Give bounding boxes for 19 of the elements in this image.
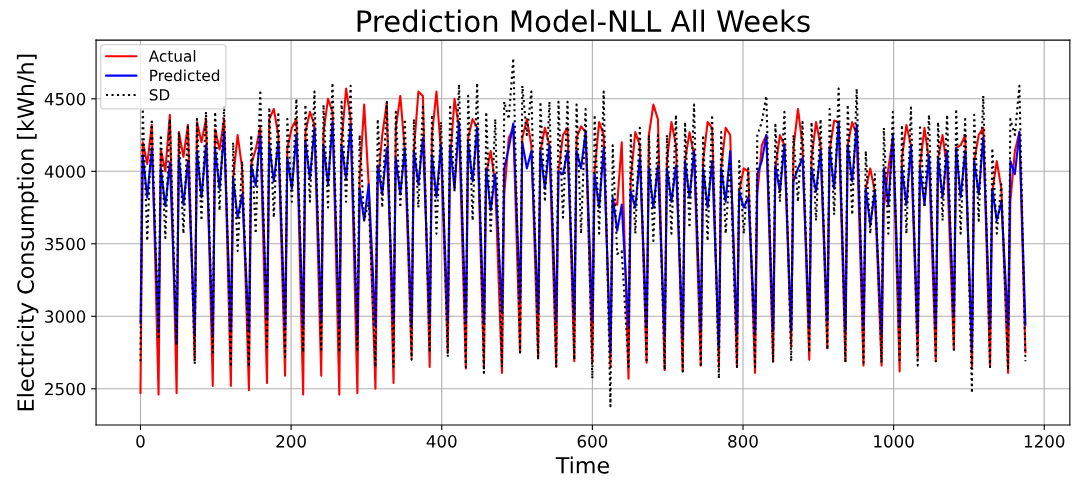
y-tick-label: 2500 <box>45 382 86 396</box>
line-series <box>139 120 1027 354</box>
x-tick-label: 600 <box>577 435 608 448</box>
x-tick-label: 400 <box>426 435 457 448</box>
y-tick-label: 3500 <box>45 237 86 251</box>
x-tick-label: 800 <box>728 435 758 448</box>
x-tick-label: 1000 <box>874 435 914 448</box>
legend-label: Predicted <box>150 69 220 82</box>
x-axis-title: Time <box>555 456 609 474</box>
y-tick-label: 3000 <box>45 310 86 323</box>
y-tick-label: 4500 <box>44 92 86 106</box>
x-tick-label: 200 <box>276 435 306 448</box>
legend-label: Actual <box>148 50 196 62</box>
y-tick-label: 4000 <box>44 165 86 178</box>
x-tick-label: 1200 <box>1024 435 1065 448</box>
legend-label: SD <box>149 89 170 101</box>
y-axis-title: Electricity Consumption [kWh/h] <box>16 54 39 411</box>
x-tick-label: 0 <box>136 435 145 448</box>
chart-title: Prediction Model-NLL All Weeks <box>357 9 810 33</box>
